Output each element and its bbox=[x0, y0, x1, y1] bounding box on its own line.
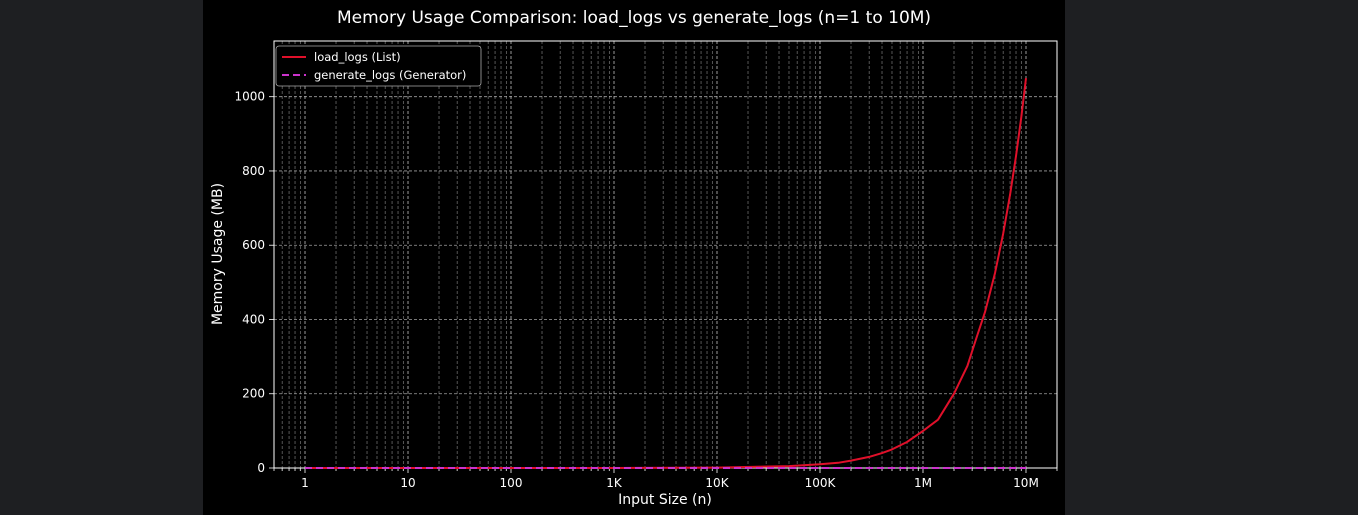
y-tick-label: 600 bbox=[242, 238, 265, 252]
y-tick-label: 400 bbox=[242, 312, 265, 326]
y-tick-label: 200 bbox=[242, 387, 265, 401]
grid-layer bbox=[273, 41, 1058, 469]
chart-svg: Memory Usage Comparison: load_logs vs ge… bbox=[210, 8, 1058, 508]
legend-box bbox=[275, 45, 482, 87]
x-tick-label: 10 bbox=[400, 476, 415, 490]
x-tick-label: 100 bbox=[500, 476, 523, 490]
x-tick-label: 10M bbox=[1013, 476, 1039, 490]
x-tick-label: 1 bbox=[301, 476, 309, 490]
x-tick-label: 10K bbox=[705, 476, 729, 490]
ticks-layer: 0 200 400 600 800 1000 1 10 100 1K 10K 100K 1M 10M bbox=[234, 90, 1058, 490]
y-tick-label: 800 bbox=[242, 164, 265, 178]
legend-label-load-logs: load_logs (List) bbox=[314, 50, 401, 64]
legend-label-generate-logs: generate_logs (Generator) bbox=[314, 68, 466, 82]
x-tick-label: 1K bbox=[606, 476, 623, 490]
plot-frame bbox=[273, 40, 1058, 469]
chart-title: Memory Usage Comparison: load_logs vs ge… bbox=[337, 8, 931, 28]
x-tick-label: 1M bbox=[914, 476, 932, 490]
y-axis-label: Memory Usage (MB) bbox=[210, 183, 226, 325]
series-line-load-logs bbox=[305, 77, 1027, 469]
x-axis-label: Input Size (n) bbox=[618, 492, 712, 508]
y-tick-label: 0 bbox=[257, 461, 265, 475]
y-tick-label: 1000 bbox=[234, 90, 265, 104]
legend: load_logs (List) generate_logs (Generato… bbox=[275, 45, 482, 87]
chart-figure: Memory Usage Comparison: load_logs vs ge… bbox=[203, 0, 1065, 515]
series-layer bbox=[305, 77, 1027, 469]
x-tick-label: 100K bbox=[805, 476, 837, 490]
